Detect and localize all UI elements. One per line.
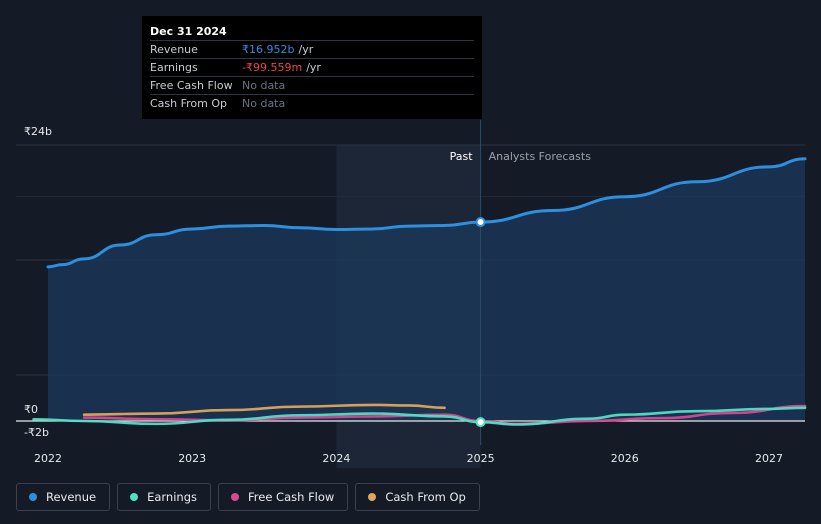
x-tick-label: 2025 <box>467 452 495 465</box>
series-line-revenue <box>46 157 807 269</box>
tooltip-value: No data <box>242 79 286 92</box>
tooltip-row-revenue: Revenue ₹16.952b /yr <box>150 40 474 58</box>
legend-label: Cash From Op <box>385 490 466 504</box>
legend-label: Earnings <box>147 490 197 504</box>
x-tick-label: 2022 <box>34 452 62 465</box>
earnings-marker <box>475 417 486 428</box>
legend-item-earnings[interactable]: Earnings <box>117 483 211 511</box>
x-tick-label: 2024 <box>322 452 350 465</box>
y-tick-label: -₹2b <box>24 426 49 439</box>
tooltip-row-cash-from-op: Cash From Op No data <box>150 94 474 112</box>
legend-item-cash-from-op[interactable]: Cash From Op <box>355 483 480 511</box>
legend-dot-icon <box>231 493 239 501</box>
tooltip-label: Cash From Op <box>150 97 228 110</box>
tooltip-value: -₹99.559m <box>242 61 303 74</box>
tooltip-date: Dec 31 2024 <box>150 25 227 38</box>
legend: Revenue Earnings Free Cash Flow Cash Fro… <box>16 483 480 511</box>
tooltip-unit: /yr <box>306 61 321 74</box>
tooltip-row-earnings: Earnings -₹99.559m /yr <box>150 58 474 76</box>
tooltip-row-free-cash-flow: Free Cash Flow No data <box>150 76 474 94</box>
legend-label: Free Cash Flow <box>248 490 335 504</box>
legend-label: Revenue <box>46 490 97 504</box>
tooltip-label: Earnings <box>150 61 198 74</box>
x-tick-label: 2027 <box>755 452 783 465</box>
past-label: Past <box>450 150 474 163</box>
tooltip-value: ₹16.952b <box>242 43 295 56</box>
x-tick-label: 2026 <box>611 452 639 465</box>
legend-item-free-cash-flow[interactable]: Free Cash Flow <box>218 483 349 511</box>
y-tick-label: ₹24b <box>24 125 52 138</box>
forecast-label: Analysts Forecasts <box>489 150 592 163</box>
series-line-earnings <box>32 406 807 426</box>
legend-item-revenue[interactable]: Revenue <box>16 483 111 511</box>
legend-dot-icon <box>29 493 37 501</box>
tooltip-label: Free Cash Flow <box>150 79 233 92</box>
y-tick-label: ₹0 <box>24 403 38 416</box>
legend-dot-icon <box>368 493 377 501</box>
tooltip-value: No data <box>242 97 286 110</box>
tooltip-unit: /yr <box>298 43 314 56</box>
legend-dot-icon <box>130 493 139 501</box>
tooltip-label: Revenue <box>150 43 198 56</box>
x-tick-label: 2023 <box>178 452 206 465</box>
series-line-cash-from-op <box>82 403 446 416</box>
tooltip: Dec 31 2024 Revenue ₹16.952b /yr Earning… <box>142 16 482 119</box>
revenue-area <box>48 158 806 422</box>
revenue-marker <box>475 217 486 228</box>
